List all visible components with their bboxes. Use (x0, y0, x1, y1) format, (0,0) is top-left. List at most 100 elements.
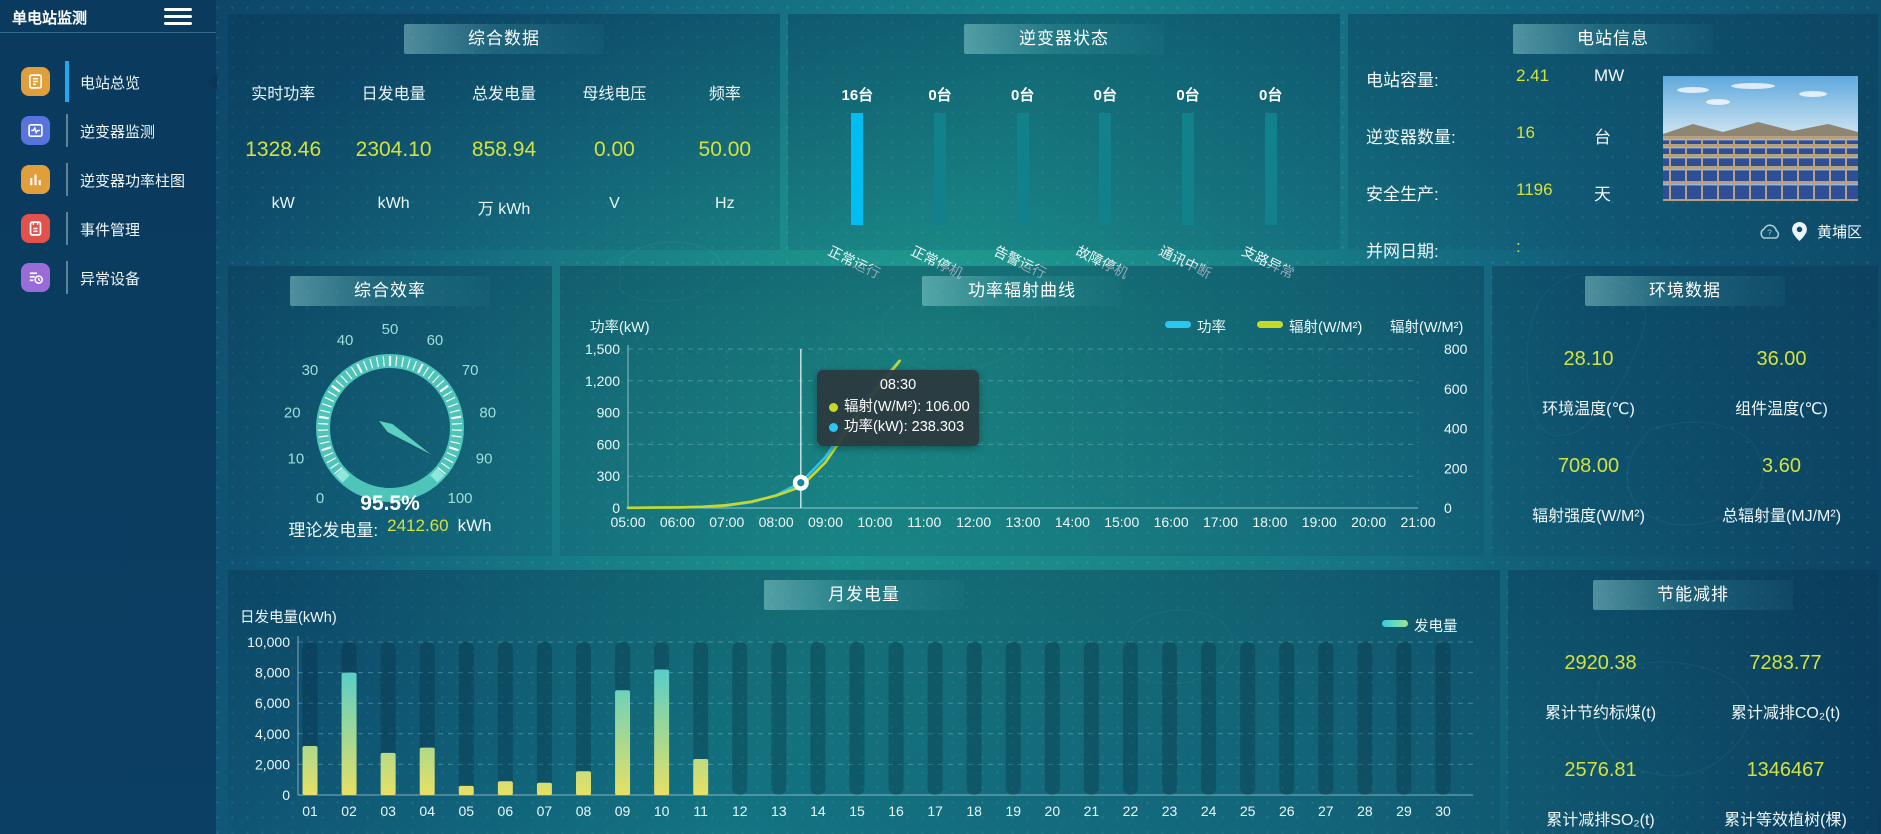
station-info-rows: 电站容量: 2.41 MW 逆变器数量: 16 台安全生产: 1196 天并网日期:: (1366, 66, 1666, 294)
inverter-count: 16台 (841, 87, 874, 104)
location-pin-icon[interactable] (1792, 222, 1807, 241)
tooltip-label: 辐射(W/M²): 106.00 (844, 399, 970, 415)
svg-text:8,000: 8,000 (255, 665, 290, 681)
environment-stat-label: 总辐射量(MJ/M²) (1721, 508, 1842, 525)
power-radiation-chart[interactable]: 0 300 600 900 1,200 1,500 0 200 400 600 800 05:00 06… (560, 266, 1484, 556)
station-location: 黄埔区 (1816, 224, 1862, 241)
station-info-label: 电站容量: (1366, 71, 1439, 90)
station-info-row: 并网日期:: (1366, 237, 1666, 294)
energy-saving-stat-value: 2576.81 (1564, 759, 1637, 781)
svg-text:26: 26 (1279, 803, 1295, 819)
inverter-status-bar (1264, 113, 1277, 225)
svg-text:0: 0 (1444, 500, 1452, 516)
panel-title-power-radiation: 功率辐射曲线 (922, 276, 1122, 306)
panel-title-comprehensive-data: 综合数据 (404, 24, 604, 54)
station-overview-icon (21, 67, 50, 96)
svg-text:功率(kW): 功率(kW) (590, 319, 650, 336)
environment-stat: 708.00 辐射强度(W/M²) (1492, 455, 1685, 526)
menu-divider-bar (66, 163, 68, 196)
svg-text:600: 600 (1444, 381, 1468, 397)
panel-title-inverter-status: 逆变器状态 (964, 24, 1164, 54)
svg-text:07:00: 07:00 (709, 514, 744, 530)
station-info-row: 电站容量: 2.41 MW (1366, 66, 1666, 123)
sidebar-item-abnormal-devices[interactable]: 异常设备 (0, 253, 216, 302)
monthly-generation-chart[interactable]: 0 2,000 4,000 6,000 8,000 10,000 日发电量(kWh) 01 02… (228, 570, 1500, 834)
svg-text:1,200: 1,200 (585, 373, 620, 389)
inverter-status-bar (851, 113, 864, 225)
svg-text:16:00: 16:00 (1154, 514, 1189, 530)
abnormal-devices-icon (21, 263, 50, 292)
app-title: 单电站监测 (12, 10, 88, 27)
panel-comprehensive-data: 综合数据 实时功率 1328.46 kW 日发电量 2304.10 kWh 总发电量 858.… (228, 14, 780, 250)
inverter-count: 0台 (1259, 87, 1283, 104)
station-info-unit: MW (1594, 66, 1625, 85)
svg-text:0: 0 (282, 787, 290, 803)
inverter-status-bars[interactable]: 16台 正常运行 0台 正常停机 0台 告警运行 0台 故障停机 0台 通讯中断 0台 支路异常 (788, 84, 1340, 281)
sidebar-collapse-arrow-icon[interactable] (206, 74, 217, 90)
svg-text:04: 04 (419, 803, 435, 819)
svg-text:20:00: 20:00 (1351, 514, 1386, 530)
efficiency-gauge[interactable]: 0 10 20 30 40 50 60 70 80 90 100 95.5% (228, 306, 552, 514)
energy-saving-stat-label: 累计节约标煤(t) (1544, 705, 1657, 722)
panel-power-radiation-curve: 功率辐射曲线 0 300 600 900 1,200 1,500 0 200 400 600 800… (560, 266, 1484, 556)
sidebar-item-label: 电站总览 (80, 75, 141, 92)
svg-text:23: 23 (1162, 803, 1178, 819)
svg-text:20: 20 (1045, 803, 1061, 819)
inverter-status-column[interactable]: 0台 故障停机 (1064, 84, 1147, 281)
summary-stat-unit: kW (271, 195, 295, 212)
svg-text:4,000: 4,000 (255, 726, 290, 742)
inverter-status-bar (934, 113, 946, 225)
station-info-label: 逆变器数量: (1366, 128, 1456, 147)
svg-text:辐射(W/M²): 辐射(W/M²) (1390, 319, 1463, 336)
inverter-status-column[interactable]: 0台 告警运行 (981, 84, 1064, 281)
summary-stat-label: 母线电压 (582, 86, 647, 103)
svg-text:10:00: 10:00 (857, 514, 892, 530)
svg-text:0: 0 (316, 490, 324, 507)
energy-saving-stat: 2576.81 累计减排SO₂(t) (1508, 759, 1693, 830)
panel-station-info: 电站信息 电站容量: 2.41 MW 逆变器数量: 16 台安全生产: 1196 天并网日期:… (1348, 14, 1878, 261)
svg-text:16: 16 (888, 803, 904, 819)
menu-divider-bar (65, 61, 69, 102)
hamburger-menu-icon[interactable] (164, 8, 192, 29)
svg-text:辐射(W/M²): 辐射(W/M²) (1289, 319, 1362, 336)
inverter-status-column[interactable]: 16台 正常运行 (816, 84, 899, 281)
sidebar-item-station-overview[interactable]: 电站总览 (0, 57, 216, 106)
svg-text:02: 02 (341, 803, 357, 819)
menu-divider-bar (66, 114, 68, 147)
sidebar-item-event-management[interactable]: 事件管理 (0, 204, 216, 253)
panel-environment-data: 环境数据 28.10 环境温度(℃) 36.00 组件温度(℃) 708.00 辐射强度(… (1492, 266, 1878, 556)
theoretical-generation-unit: kWh (457, 516, 492, 535)
comprehensive-stats: 实时功率 1328.46 kW 日发电量 2304.10 kWh 总发电量 858.94 万 k… (228, 80, 780, 219)
svg-text:17:00: 17:00 (1203, 514, 1238, 530)
svg-text:06:00: 06:00 (660, 514, 695, 530)
chart-tooltip: 08:30 辐射(W/M²): 106.00 功率(kW): 238.303 (817, 370, 979, 446)
menu-divider-bar (66, 212, 68, 245)
summary-stat-value: 50.00 (698, 138, 752, 161)
inverter-status-column[interactable]: 0台 通讯中断 (1147, 84, 1230, 281)
summary-stat: 频率 50.00 Hz (670, 80, 780, 219)
inverter-status-column[interactable]: 0台 正常停机 (899, 84, 982, 281)
panel-efficiency: 综合效率 0 10 20 30 40 50 60 70 80 90 100 95.5% 理论发电量: … (228, 266, 552, 556)
panel-title-energy-saving: 节能减排 (1593, 580, 1793, 610)
sidebar-item-inverter-monitor[interactable]: 逆变器监测 (0, 106, 216, 155)
sidebar-item-label: 事件管理 (80, 222, 141, 239)
environment-stat: 36.00 组件温度(℃) (1685, 348, 1878, 419)
svg-text:08: 08 (576, 803, 592, 819)
svg-text:19: 19 (1005, 803, 1021, 819)
summary-stat-unit: V (609, 195, 620, 212)
svg-text:1,500: 1,500 (585, 341, 620, 357)
inverter-status-column[interactable]: 0台 支路异常 (1229, 84, 1312, 281)
theoretical-generation: 理论发电量: 2412.60 kWh (228, 516, 552, 541)
inverter-count: 0台 (1176, 87, 1200, 104)
svg-text:18:00: 18:00 (1252, 514, 1287, 530)
environment-stats: 28.10 环境温度(℃) 36.00 组件温度(℃) 708.00 辐射强度(W/M²)… (1492, 348, 1878, 526)
sidebar-item-inverter-power-bars[interactable]: 逆变器功率柱图 (0, 155, 216, 204)
svg-text:29: 29 (1396, 803, 1412, 819)
station-info-row: 安全生产: 1196 天 (1366, 180, 1666, 237)
environment-stat-label: 组件温度(℃) (1735, 401, 1828, 418)
energy-saving-stat-label: 累计等效植树(棵) (1724, 812, 1847, 829)
svg-text:600: 600 (597, 436, 621, 452)
weather-cloud-icon[interactable]: ? (1756, 222, 1782, 242)
environment-stat-label: 辐射强度(W/M²) (1532, 508, 1645, 525)
